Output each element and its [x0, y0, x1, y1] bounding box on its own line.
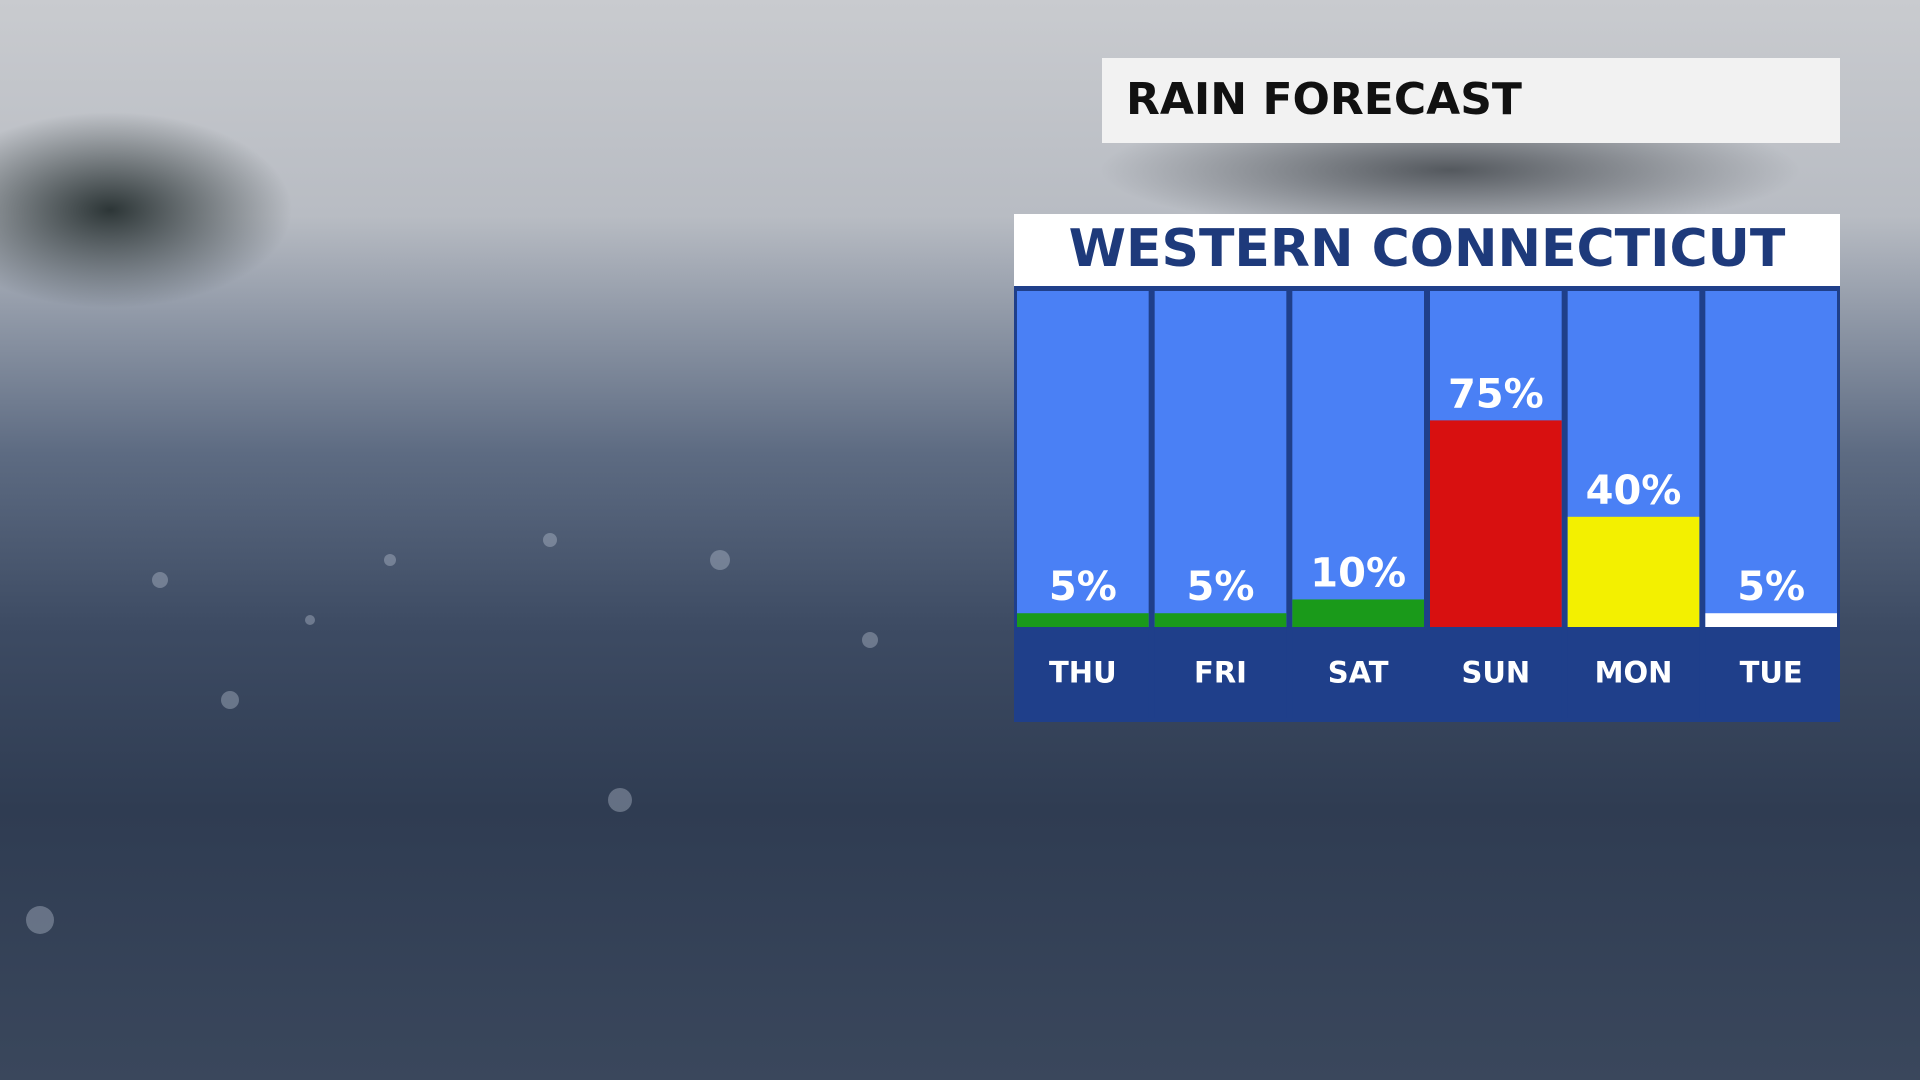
bar: [1292, 599, 1424, 627]
x-tick-label: FRI: [1194, 656, 1247, 690]
bar: [1017, 613, 1149, 627]
value-label: 5%: [1737, 564, 1805, 610]
day-band: [1430, 627, 1562, 718]
day-band: [1017, 627, 1149, 718]
value-label: 5%: [1049, 564, 1117, 610]
bar: [1430, 420, 1562, 627]
bar: [1154, 613, 1287, 627]
x-tick-label: MON: [1595, 656, 1673, 690]
column: [1017, 291, 1149, 627]
column: [1292, 291, 1424, 627]
day-band: [1292, 627, 1424, 718]
x-tick-label: TUE: [1740, 656, 1803, 690]
drops: [26, 533, 878, 934]
panel: [1014, 286, 1840, 722]
bar: [1567, 516, 1700, 627]
x-tick-label: SUN: [1461, 656, 1530, 690]
column: [1705, 291, 1837, 627]
value-label: 5%: [1187, 564, 1255, 610]
bar: [1705, 613, 1837, 627]
x-tick-label: THU: [1049, 656, 1117, 690]
value-label: 40%: [1586, 468, 1682, 514]
chart-title: RAIN FORECAST: [1126, 74, 1522, 125]
value-label: 75%: [1448, 371, 1544, 417]
subtitle-box: [1014, 214, 1840, 286]
chart-subtitle: WESTERN CONNECTICUT: [1069, 219, 1786, 279]
column: [1154, 291, 1287, 627]
title-box: [1102, 58, 1840, 143]
day-band: [1567, 627, 1700, 718]
value-label: 10%: [1310, 550, 1406, 596]
day-band: [1705, 627, 1837, 718]
day-band: [1154, 627, 1287, 718]
x-tick-label: SAT: [1328, 656, 1389, 690]
